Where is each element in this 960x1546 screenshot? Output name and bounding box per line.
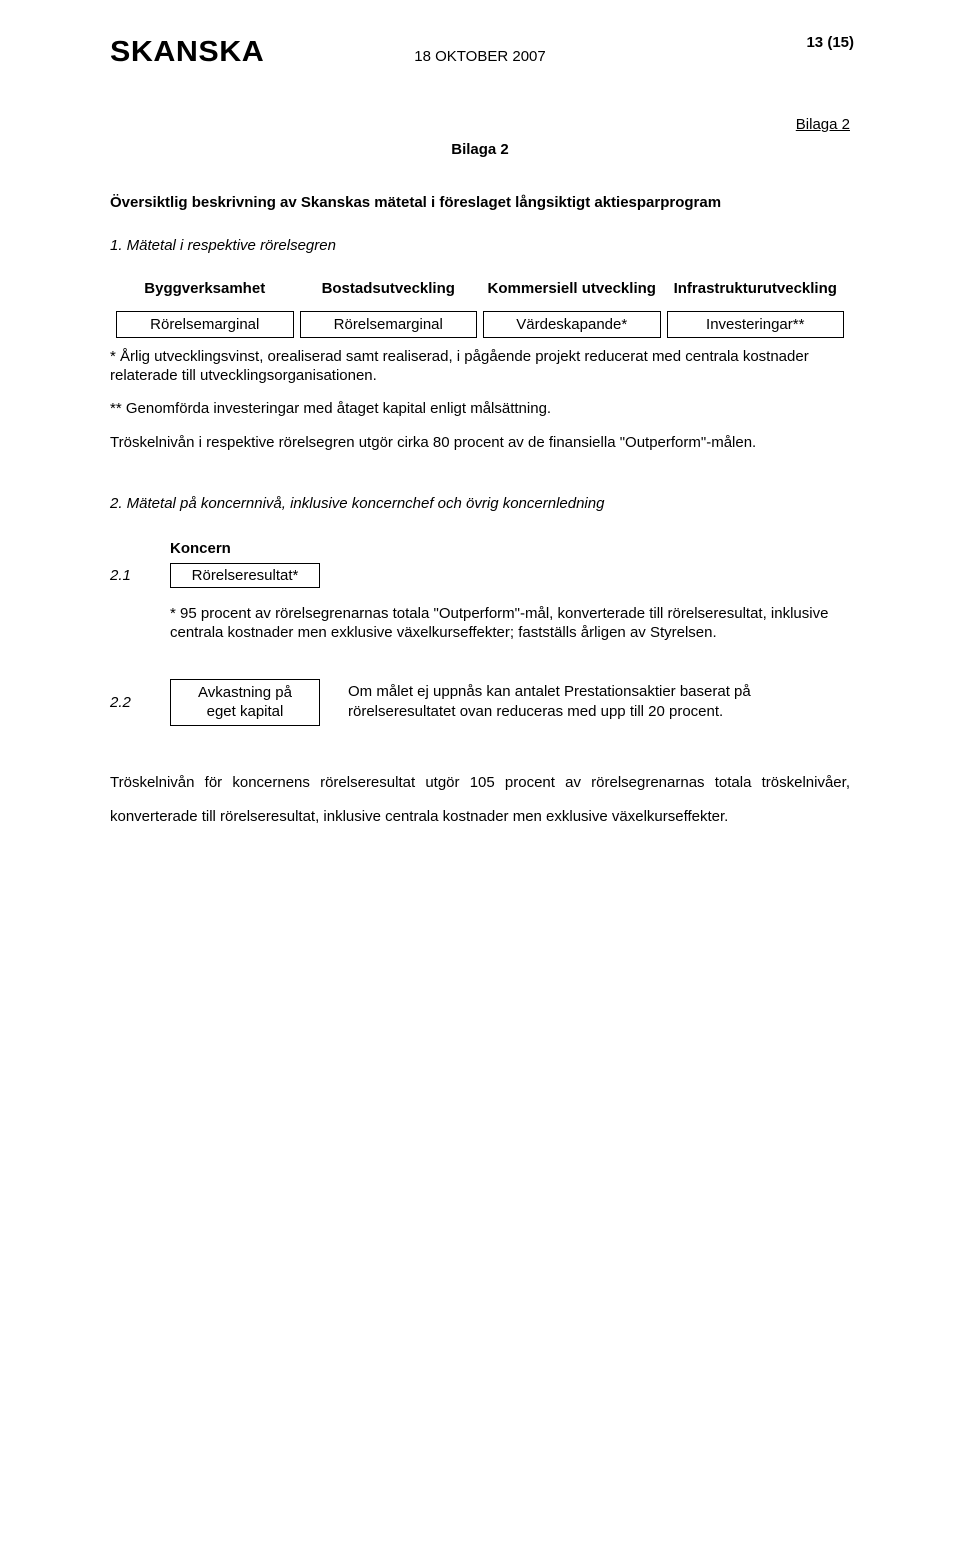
metric-box: Rörelseresultat* [170,563,320,588]
attachment-label-center: Bilaga 2 [110,141,850,158]
section-1-heading: 1. Mätetal i respektive rörelsegren [110,237,850,254]
section-2-heading: 2. Mätetal på koncernnivå, inklusive kon… [110,495,850,512]
col-header: Infrastrukturutveckling [667,276,845,307]
section-1-body: Tröskelnivån i respektive rörelsegren ut… [110,432,850,455]
metric-cell: Värdeskapande* [483,311,661,338]
row-index: 2.2 [110,679,170,726]
box-line: Avkastning på [198,684,292,701]
row-index: 2.1 [110,567,170,584]
table-row: Rörelsemarginal Rörelsemarginal Värdeska… [116,311,844,338]
document-page: SKANSKA 18 OKTOBER 2007 13 (15) Bilaga 2… [0,0,960,1546]
metric-cell: Rörelsemarginal [116,311,294,338]
metric-box: Avkastning på eget kapital [170,679,320,726]
page-header: SKANSKA 18 OKTOBER 2007 13 (15) [110,46,850,86]
metric-description: Om målet ej uppnås kan antalet Prestatio… [348,679,850,726]
koncern-label: Koncern [170,540,850,557]
footnote-2: ** Genomförda investeringar med åtaget k… [110,400,850,419]
koncern-block: Koncern 2.1 Rörelseresultat* [110,540,850,588]
col-header: Bostadsutveckling [300,276,478,307]
col-header: Kommersiell utveckling [483,276,661,307]
page-number: 13 (15) [806,34,854,51]
footnote-1: * Årlig utvecklingsvinst, orealiserad sa… [110,348,850,386]
header-date: 18 OKTOBER 2007 [414,48,545,65]
note-2-1: * 95 procent av rörelsegrenarnas totala … [170,604,850,643]
metric-row-2-1: 2.1 Rörelseresultat* [110,563,850,588]
box-line: eget kapital [207,703,284,720]
attachment-label-right: Bilaga 2 [110,116,850,133]
document-title: Översiktlig beskrivning av Skanskas mäte… [110,194,850,211]
metric-cell: Rörelsemarginal [300,311,478,338]
closing-paragraph: Tröskelnivån för koncernens rörelseresul… [110,766,850,835]
metric-row-2-2: 2.2 Avkastning på eget kapital Om målet … [110,679,850,726]
table-header-row: Byggverksamhet Bostadsutveckling Kommers… [116,276,844,307]
metrics-table: Byggverksamhet Bostadsutveckling Kommers… [110,272,850,342]
brand-logo: SKANSKA [110,36,264,69]
col-header: Byggverksamhet [116,276,294,307]
metric-cell: Investeringar** [667,311,845,338]
